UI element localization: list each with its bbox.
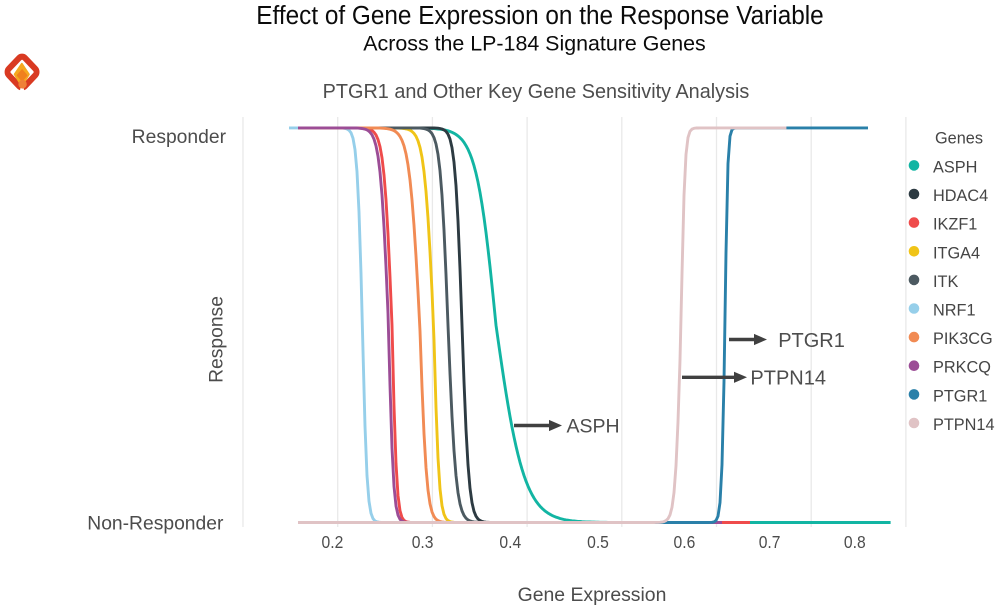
svg-text:Response: Response (207, 296, 228, 383)
svg-text:Responder: Responder (132, 127, 227, 148)
svg-text:0.2: 0.2 (322, 532, 344, 552)
svg-text:PIK3CG: PIK3CG (933, 330, 993, 348)
svg-text:PRKCQ: PRKCQ (933, 359, 991, 377)
svg-text:0.3: 0.3 (412, 532, 434, 552)
svg-text:PTPN14: PTPN14 (750, 368, 826, 390)
svg-text:0.6: 0.6 (674, 532, 696, 552)
svg-text:Across the LP-184 Signature Ge: Across the LP-184 Signature Genes (363, 31, 705, 55)
svg-text:Gene Expression: Gene Expression (518, 584, 667, 606)
svg-text:0.5: 0.5 (587, 532, 609, 552)
svg-text:IKZF1: IKZF1 (933, 216, 977, 234)
svg-text:ASPH: ASPH (933, 158, 977, 176)
svg-text:Genes: Genes (935, 130, 983, 148)
svg-text:0.7: 0.7 (759, 532, 781, 552)
svg-text:PTGR1 and Other Key Gene Sensi: PTGR1 and Other Key Gene Sensitivity Ana… (323, 81, 750, 103)
svg-text:PTGR1: PTGR1 (778, 330, 845, 352)
svg-text:PTPN14: PTPN14 (933, 416, 995, 434)
svg-text:PTGR1: PTGR1 (933, 387, 987, 405)
svg-text:HDAC4: HDAC4 (933, 187, 988, 205)
svg-text:ITGA4: ITGA4 (933, 244, 980, 262)
svg-text:0.8: 0.8 (844, 532, 866, 552)
svg-text:0.4: 0.4 (499, 532, 521, 552)
svg-text:NRF1: NRF1 (933, 302, 976, 320)
svg-text:Effect of Gene Expression on t: Effect of Gene Expression on the Respons… (256, 2, 823, 31)
svg-text:ASPH: ASPH (567, 416, 620, 438)
svg-text:Non-Responder: Non-Responder (87, 513, 224, 534)
svg-text:ITK: ITK (933, 273, 958, 291)
